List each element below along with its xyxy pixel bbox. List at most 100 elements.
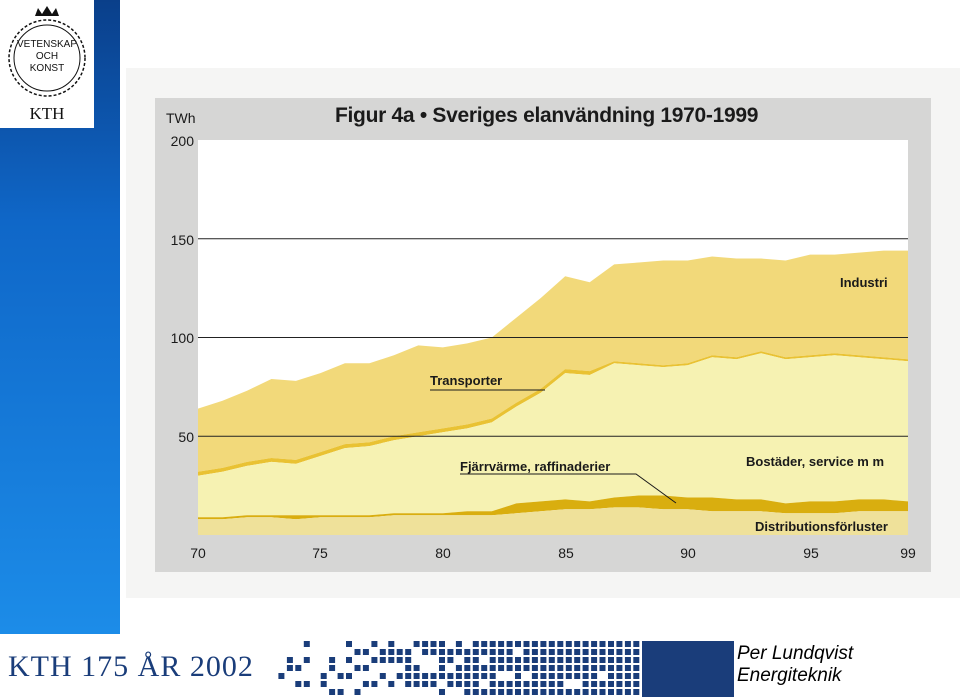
pattern-square: [472, 657, 479, 663]
pattern-square: [557, 689, 564, 695]
pattern-square: [608, 649, 614, 655]
pattern-square: [523, 681, 530, 687]
pattern-square: [439, 641, 445, 647]
pattern-square: [413, 665, 420, 671]
pattern-square: [624, 689, 631, 695]
pattern-square: [379, 657, 386, 663]
pattern-square: [591, 649, 598, 655]
pattern-square: [303, 657, 310, 663]
pattern-square: [506, 657, 513, 663]
pattern-square: [565, 689, 572, 695]
pattern-square: [548, 673, 555, 679]
pattern-square: [472, 681, 479, 687]
pattern-square: [506, 665, 513, 671]
pattern-square: [523, 641, 530, 647]
pattern-square: [489, 649, 496, 655]
pattern-square: [624, 665, 631, 671]
pattern-square: [422, 673, 429, 679]
y-tick-label: 150: [170, 232, 194, 248]
pattern-square: [362, 665, 369, 671]
pattern-square: [329, 657, 336, 663]
pattern-square: [439, 649, 445, 655]
pattern-square: [405, 673, 412, 679]
series-label-fjarrvarme: Fjärrvärme, raffinaderier: [460, 459, 611, 474]
pattern-square: [515, 657, 521, 663]
pattern-square: [489, 681, 496, 687]
pattern-square: [515, 641, 521, 647]
pattern-square: [329, 689, 336, 695]
series-label-industri: Industri: [840, 275, 888, 290]
pattern-square: [388, 649, 395, 655]
pattern-square: [574, 649, 581, 655]
pattern-square: [540, 649, 547, 655]
pattern-square: [464, 673, 471, 679]
pattern-square: [548, 657, 555, 663]
pattern-square: [540, 641, 547, 647]
pattern-square: [498, 649, 505, 655]
pattern-square: [481, 689, 488, 695]
pattern-square: [413, 681, 420, 687]
pattern-square: [472, 649, 479, 655]
y-tick-label: 200: [170, 133, 194, 149]
pattern-square: [506, 649, 513, 655]
pattern-square: [413, 673, 420, 679]
pattern-square: [346, 673, 352, 679]
pattern-square: [540, 673, 547, 679]
pattern-square: [354, 665, 361, 671]
pattern-square: [455, 649, 462, 655]
pattern-square: [320, 681, 327, 687]
pattern-square: [396, 657, 403, 663]
pattern-square: [582, 665, 589, 671]
area-industri: [198, 250, 908, 472]
pattern-square: [354, 649, 361, 655]
x-tick-label: 99: [900, 545, 916, 561]
pattern-square: [489, 665, 496, 671]
pattern-square: [464, 657, 471, 663]
pattern-square: [455, 673, 462, 679]
pattern-square: [286, 657, 293, 663]
pattern-square: [346, 641, 352, 647]
pattern-square: [565, 665, 572, 671]
pattern-square: [489, 673, 496, 679]
pattern-square: [447, 649, 454, 655]
pattern-square: [498, 689, 505, 695]
pattern-square: [582, 641, 589, 647]
pattern-square: [523, 665, 530, 671]
pattern-square: [624, 681, 631, 687]
pattern-square: [574, 657, 581, 663]
pattern-square: [565, 673, 572, 679]
pattern-square: [430, 649, 437, 655]
logo-text-line2: OCH: [35, 51, 59, 62]
pattern-square: [565, 657, 572, 663]
pattern-square: [303, 641, 310, 647]
pattern-square: [574, 689, 581, 695]
pattern-square: [337, 689, 344, 695]
x-tick-label: 70: [190, 545, 206, 561]
pattern-square: [540, 681, 547, 687]
pattern-square: [548, 689, 555, 695]
pattern-square: [481, 649, 488, 655]
area-distribution: [198, 507, 908, 535]
pattern-square: [616, 641, 623, 647]
pattern-square: [430, 673, 437, 679]
author-block: Per Lundqvist Energiteknik: [737, 643, 853, 687]
pattern-square: [439, 689, 445, 695]
pattern-square: [329, 665, 336, 671]
pattern-square: [422, 681, 429, 687]
pattern-square: [455, 665, 462, 671]
pattern-square: [624, 649, 631, 655]
pattern-square: [362, 681, 369, 687]
pattern-square: [608, 689, 614, 695]
pattern-square: [574, 641, 581, 647]
pattern-square: [608, 641, 614, 647]
pattern-square: [608, 673, 614, 679]
pattern-square: [599, 681, 606, 687]
pattern-square: [548, 665, 555, 671]
pattern-square: [430, 681, 437, 687]
pattern-square: [608, 681, 614, 687]
pattern-square: [379, 673, 386, 679]
author-name: Per Lundqvist: [737, 643, 854, 664]
pattern-square: [616, 689, 623, 695]
pattern-square: [591, 641, 598, 647]
pattern-square: [633, 649, 640, 655]
